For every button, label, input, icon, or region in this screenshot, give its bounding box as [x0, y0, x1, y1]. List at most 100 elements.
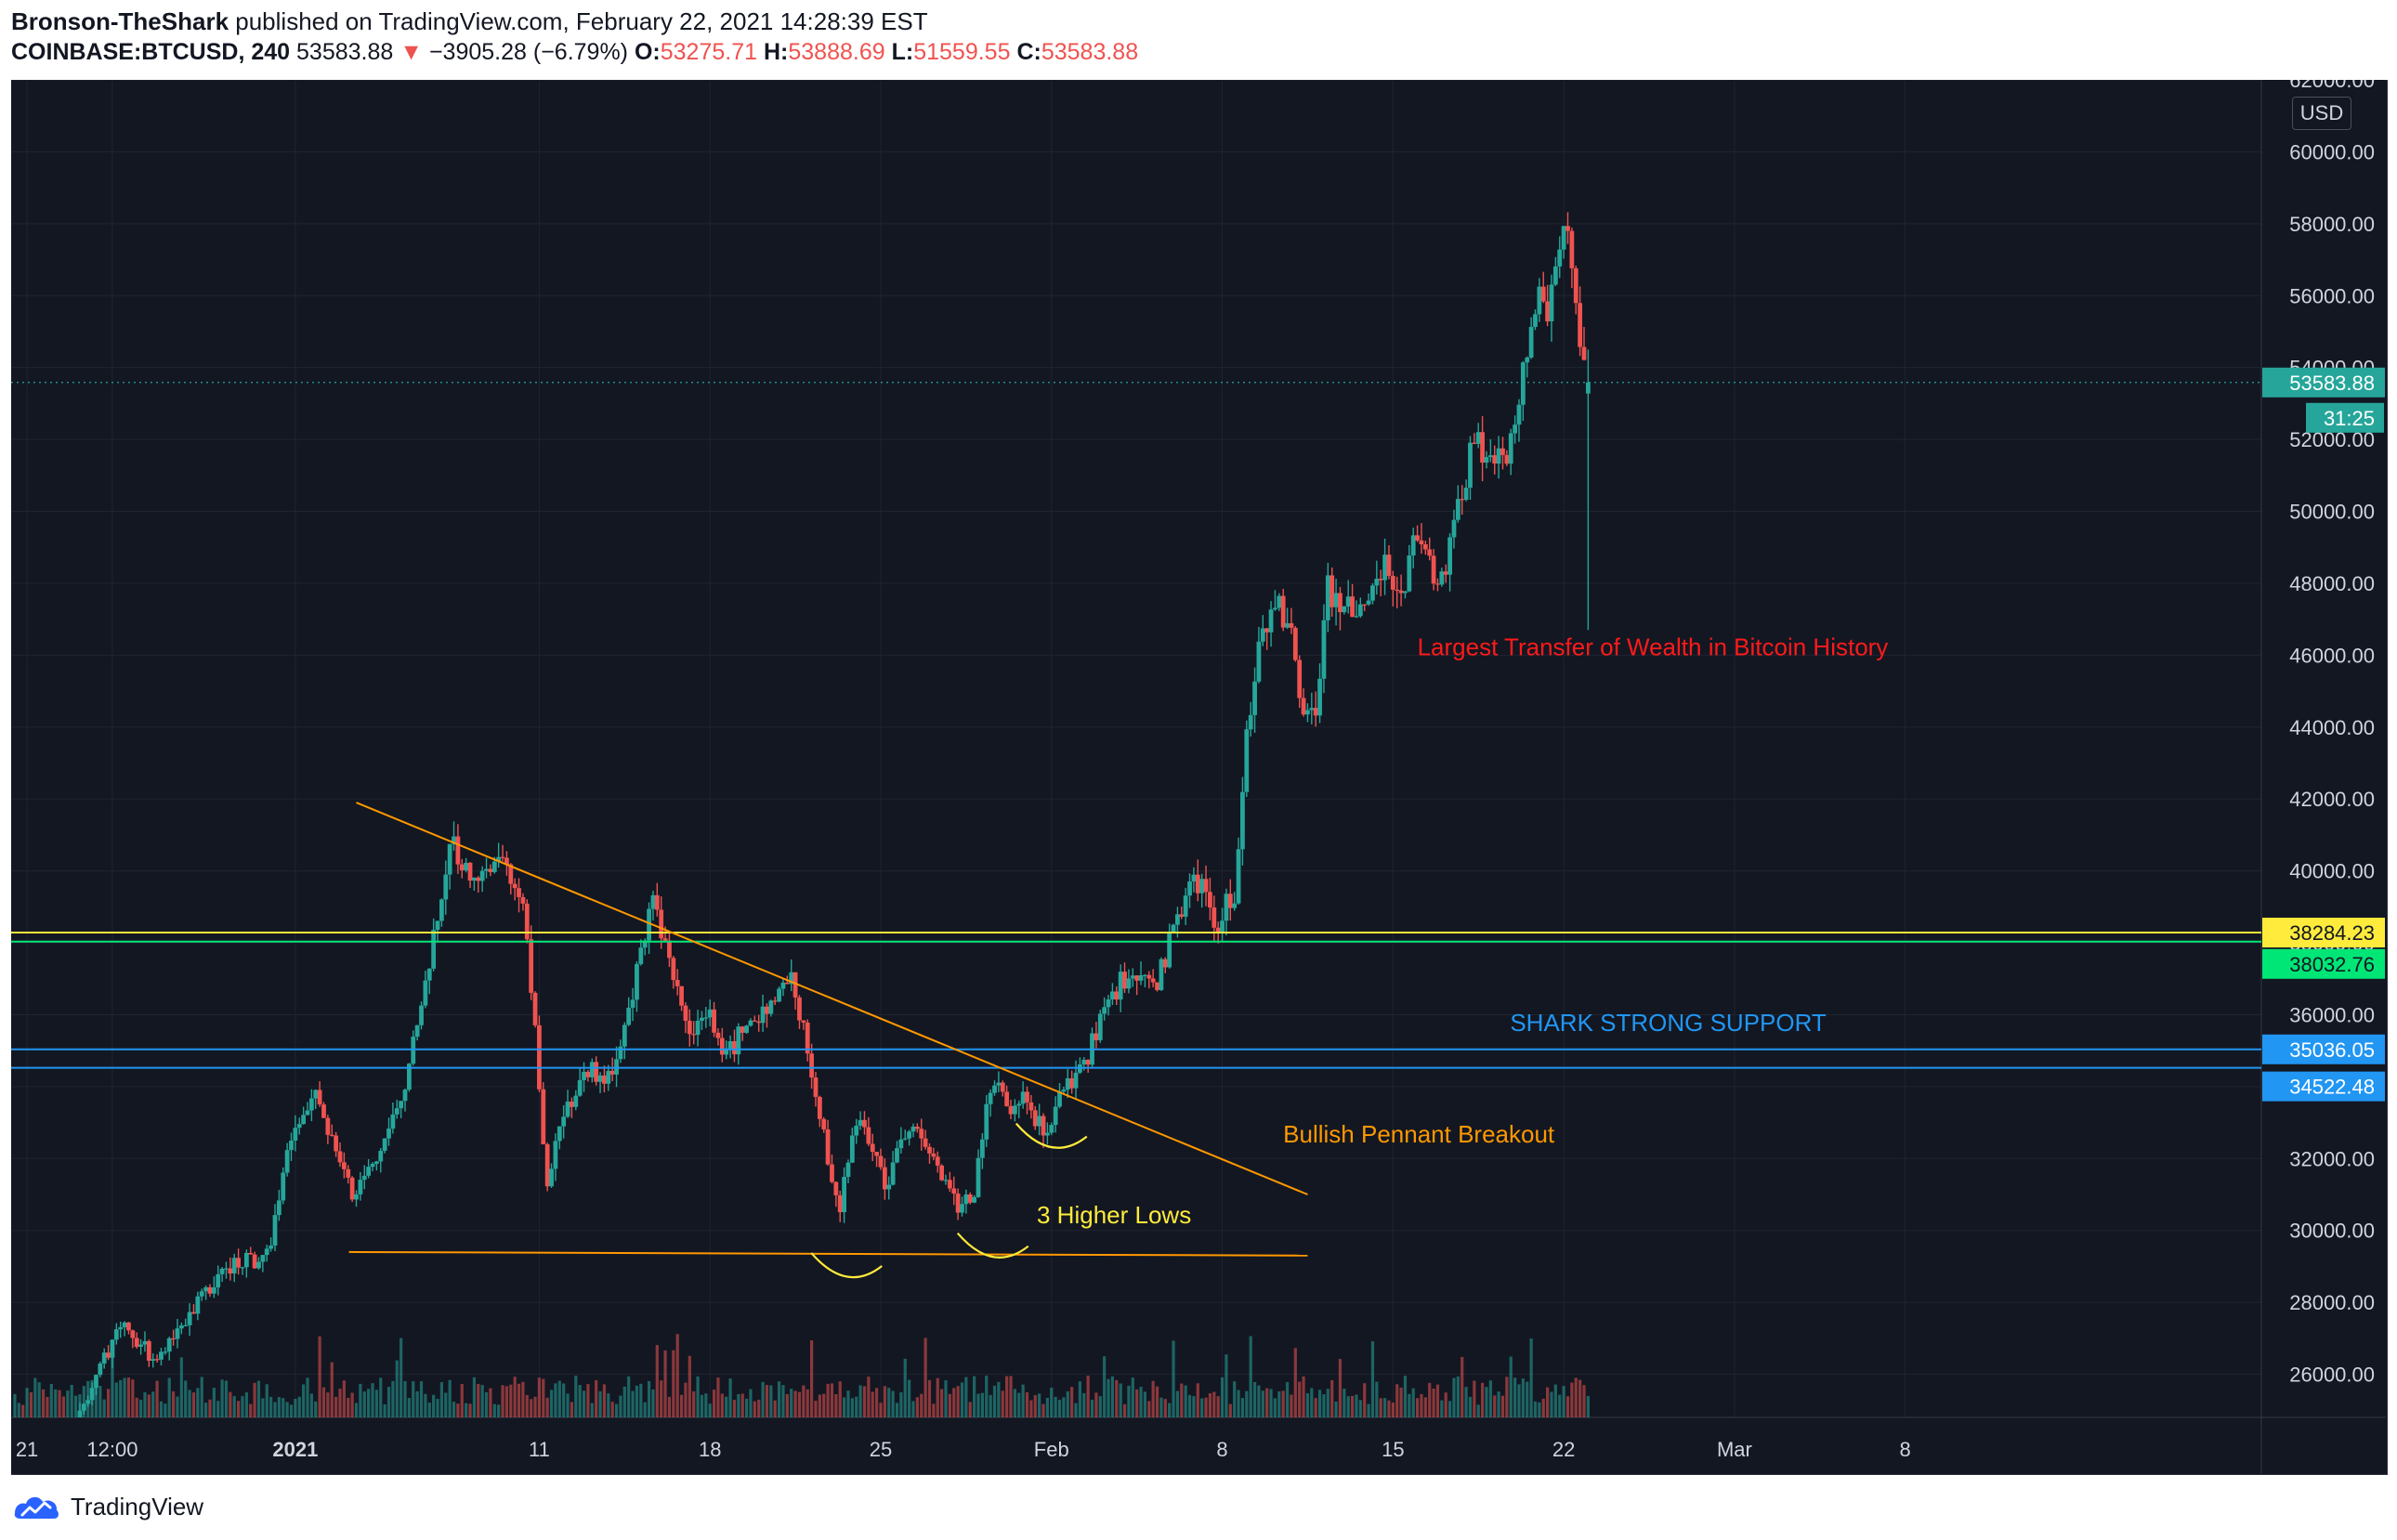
- author-name[interactable]: Bronson-TheShark: [11, 7, 229, 35]
- candle-body: [240, 1267, 245, 1269]
- volume-bar: [1245, 1390, 1249, 1417]
- level-label-blue-upper: 35036.05: [2289, 1038, 2375, 1062]
- volume-bar: [749, 1389, 753, 1417]
- volume-bar: [814, 1401, 818, 1417]
- volume-bar: [1314, 1398, 1317, 1417]
- volume-bar: [1249, 1336, 1252, 1417]
- volume-bar: [753, 1401, 756, 1417]
- volume-bar: [497, 1404, 501, 1417]
- volume-bar: [314, 1401, 318, 1417]
- y-tick-label: 62000.00: [2289, 80, 2375, 92]
- candle-body: [1500, 448, 1505, 455]
- volume-bar: [253, 1382, 256, 1417]
- volume-bar: [562, 1383, 566, 1417]
- volume-bar: [1086, 1376, 1090, 1417]
- candle-body: [464, 862, 469, 871]
- price-chart[interactable]: Largest Transfer of Wealth in Bitcoin Hi…: [11, 80, 2386, 1473]
- candle-body: [622, 1024, 627, 1047]
- volume-bar: [590, 1403, 594, 1417]
- candle-body: [94, 1375, 98, 1389]
- chart-annotation: Largest Transfer of Wealth in Bitcoin Hi…: [1418, 633, 1889, 660]
- volume-bar: [367, 1389, 371, 1417]
- candle-body: [585, 1071, 591, 1077]
- volume-bar: [439, 1382, 443, 1417]
- candle-body: [1130, 975, 1135, 979]
- last-price: 53583.88: [296, 39, 394, 65]
- candle-body: [1008, 1105, 1014, 1115]
- volume-bar: [895, 1403, 899, 1417]
- volume-bar: [1277, 1391, 1281, 1417]
- candle-body: [1085, 1060, 1091, 1065]
- x-tick-label: 22: [1552, 1438, 1575, 1461]
- volume-bar: [533, 1396, 537, 1417]
- x-tick-label: 11: [529, 1438, 550, 1461]
- candle-body: [707, 1009, 713, 1018]
- volume-bar: [289, 1404, 294, 1417]
- volume-bar: [1440, 1400, 1444, 1417]
- volume-bar: [667, 1396, 672, 1417]
- candle-body: [228, 1268, 233, 1274]
- candle-body: [1025, 1091, 1029, 1103]
- volume-bar: [1045, 1397, 1049, 1417]
- candle-body: [849, 1135, 855, 1163]
- volume-bar: [1302, 1376, 1305, 1417]
- candle-body: [866, 1127, 871, 1144]
- candle-body: [1333, 593, 1339, 607]
- volume-bar: [419, 1381, 424, 1417]
- candle-body: [784, 982, 790, 985]
- candle-body: [1106, 998, 1111, 1008]
- volume-bar: [513, 1377, 517, 1417]
- volume-bar: [1444, 1392, 1447, 1417]
- candle-body: [1016, 1103, 1022, 1106]
- volume-bar: [1423, 1397, 1427, 1417]
- volume-bar: [119, 1379, 123, 1417]
- volume-bar: [1403, 1376, 1408, 1417]
- candle-body: [1167, 932, 1172, 968]
- volume-bar: [883, 1386, 886, 1417]
- candle-body: [923, 1138, 928, 1147]
- volume-bar: [58, 1390, 61, 1417]
- candle-body: [1057, 1091, 1062, 1107]
- currency-label[interactable]: USD: [2292, 97, 2351, 130]
- volume-bar: [1216, 1396, 1220, 1417]
- volume-bar: [256, 1380, 261, 1417]
- candle-body: [435, 920, 440, 931]
- level-label-yellow: 38284.23: [2289, 921, 2375, 945]
- y-tick-label: 50000.00: [2289, 501, 2375, 524]
- candle-body: [1187, 881, 1192, 896]
- x-tick-label: 18: [699, 1438, 721, 1461]
- candle-body: [691, 1034, 697, 1036]
- candle-body: [1260, 628, 1265, 642]
- candle-body: [683, 1005, 688, 1021]
- volume-bar: [700, 1394, 704, 1417]
- volume-bar: [407, 1398, 411, 1417]
- candle-body: [1220, 920, 1225, 933]
- volume-bar: [1582, 1385, 1586, 1417]
- volume-bar: [321, 1387, 326, 1417]
- candle-body: [321, 1104, 326, 1118]
- volume-bar: [1298, 1381, 1302, 1417]
- volume-bar: [1009, 1376, 1013, 1417]
- candle-body: [159, 1351, 164, 1360]
- y-tick-label: 40000.00: [2289, 860, 2375, 883]
- candle-body: [1155, 982, 1159, 990]
- candle-body: [537, 1024, 542, 1090]
- candle-body: [1309, 708, 1315, 711]
- volume-bar: [379, 1377, 383, 1417]
- candle-body: [269, 1245, 274, 1249]
- volume-bar: [155, 1380, 159, 1417]
- candle-body: [727, 1041, 733, 1049]
- volume-bar: [607, 1393, 610, 1417]
- volume-bar: [557, 1380, 561, 1417]
- last-price-label-bg: [2262, 367, 2385, 398]
- candle-body: [399, 1101, 404, 1109]
- y-tick-label: 36000.00: [2289, 1003, 2375, 1026]
- countdown-label: 31:25: [2324, 407, 2375, 430]
- volume-bar: [1212, 1391, 1216, 1417]
- candle-body: [1297, 659, 1303, 698]
- candle-body: [813, 1077, 819, 1097]
- candle-body: [187, 1312, 192, 1325]
- candle-body: [81, 1403, 86, 1411]
- candle-body: [423, 980, 428, 1006]
- volume-bar: [602, 1384, 607, 1417]
